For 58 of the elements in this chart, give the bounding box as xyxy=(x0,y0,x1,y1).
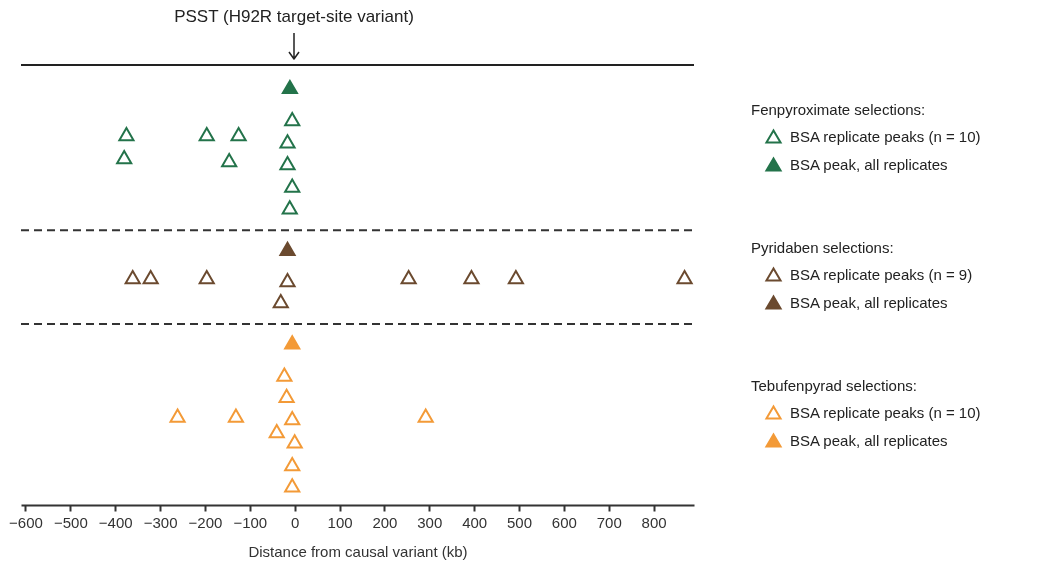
point xyxy=(284,410,301,426)
point xyxy=(198,270,215,285)
text: Pyridaben selections: xyxy=(751,239,894,256)
x-tick-label: 300 xyxy=(417,513,443,531)
point xyxy=(142,270,159,285)
point xyxy=(278,388,295,404)
point xyxy=(284,478,301,493)
point xyxy=(230,127,247,142)
legend-label: BSA replicate peaks (n = 10) xyxy=(790,403,981,421)
legend-label: BSA replicate peaks (n = 9) xyxy=(790,265,973,283)
text: Tebufenpyrad selections: xyxy=(751,377,917,394)
x-tick-label: −100 xyxy=(233,513,268,531)
legend-label: BSA peak, all replicates xyxy=(790,155,948,173)
point xyxy=(279,241,296,256)
point xyxy=(279,155,296,171)
point xyxy=(676,270,693,285)
point xyxy=(284,335,301,350)
point xyxy=(276,367,293,382)
x-tick-label: 700 xyxy=(596,513,622,531)
legend-label: BSA peak, all replicates xyxy=(790,293,948,311)
text: Fenpyroximate selections: xyxy=(751,101,926,118)
point xyxy=(227,408,244,423)
text: PSST (H92R target-site variant) xyxy=(174,7,414,26)
point xyxy=(279,134,296,149)
x-tick-label: −400 xyxy=(98,513,133,531)
point xyxy=(284,456,301,472)
x-tick-label: 600 xyxy=(551,513,577,531)
point xyxy=(198,127,215,142)
x-tick-label: 100 xyxy=(327,513,353,531)
point xyxy=(417,408,434,423)
point xyxy=(463,270,480,285)
x-axis-title: Distance from causal variant (kb) xyxy=(248,542,468,560)
x-tick-label: 800 xyxy=(641,513,667,531)
x-tick-label: 0 xyxy=(291,513,300,531)
point xyxy=(286,434,303,449)
x-tick-label: −600 xyxy=(9,513,43,531)
legend-label: BSA replicate peaks (n = 10) xyxy=(790,127,981,145)
point xyxy=(116,150,133,165)
point xyxy=(272,293,289,309)
point xyxy=(400,270,417,285)
x-tick-label: −500 xyxy=(53,513,88,531)
point xyxy=(284,178,301,193)
x-tick-label: −300 xyxy=(143,513,178,531)
point xyxy=(279,272,296,288)
x-tick-label: −200 xyxy=(188,513,223,531)
point xyxy=(281,200,298,215)
point xyxy=(507,270,524,285)
point xyxy=(118,127,135,142)
point xyxy=(268,423,285,439)
legend-label: BSA peak, all replicates xyxy=(790,431,948,449)
point xyxy=(221,153,238,168)
x-tick-label: 500 xyxy=(507,513,533,531)
point xyxy=(169,408,186,423)
point xyxy=(284,112,301,127)
x-tick-label: 200 xyxy=(372,513,398,531)
point xyxy=(281,79,298,95)
x-tick-label: 400 xyxy=(462,513,488,531)
point xyxy=(124,270,141,285)
